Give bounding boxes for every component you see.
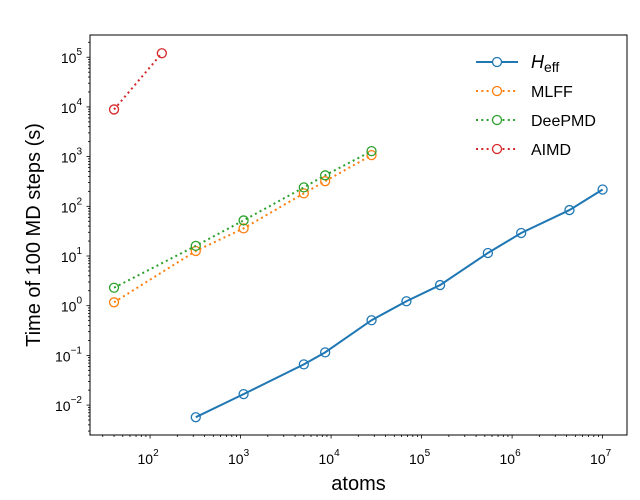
data-point: [238, 215, 249, 226]
legend-label: Heff: [531, 52, 559, 75]
data-point: [597, 184, 608, 195]
data-point: [516, 227, 527, 239]
legend-label-main: AIMD: [531, 142, 571, 159]
legend-label-sub: eff: [544, 59, 559, 75]
y-tick-label: 104: [61, 97, 83, 116]
y-tick-label: 10−2: [55, 395, 82, 414]
series-h-eff: [190, 184, 608, 423]
legend-label: DeePMD: [531, 113, 596, 130]
x-tick-exponent: 6: [515, 448, 521, 459]
data-point: [108, 297, 120, 308]
legend-label-main: MLFF: [531, 84, 573, 101]
y-tick-base: 10: [61, 150, 77, 166]
data-point: [319, 170, 331, 181]
legend-label: AIMD: [531, 142, 571, 159]
x-tick-exponent: 7: [606, 448, 612, 459]
data-point: [564, 204, 575, 216]
y-tick-base: 10: [61, 50, 77, 66]
x-tick-label: 102: [137, 448, 159, 467]
data-point: [108, 104, 120, 115]
data-point: [190, 412, 201, 423]
data-point: [366, 149, 377, 161]
data-point: [108, 282, 120, 293]
x-tick-base: 10: [319, 451, 335, 467]
x-tick-label: 107: [590, 448, 612, 467]
x-axis: 102 103 104 105 106 107: [102, 435, 612, 467]
legend-item: DeePMD: [476, 113, 596, 130]
y-tick-label: 10−1: [55, 345, 82, 364]
data-point: [366, 145, 377, 157]
series-line: [113, 150, 373, 289]
series-line: [113, 154, 373, 304]
y-tick-label: 103: [61, 147, 83, 166]
data-point: [156, 48, 168, 59]
y-tick-label: 105: [61, 47, 83, 66]
y-tick-exponent: −1: [71, 345, 83, 356]
y-tick-exponent: 5: [76, 47, 82, 58]
y-tick-base: 10: [61, 249, 77, 265]
data-point: [238, 388, 249, 400]
data-point: [298, 359, 309, 370]
x-tick-base: 10: [228, 451, 244, 467]
x-tick-exponent: 3: [244, 448, 250, 459]
legend-label: MLFF: [531, 84, 573, 101]
legend-label-main: H: [531, 52, 545, 72]
x-tick-base: 10: [409, 451, 425, 467]
y-tick-exponent: 3: [76, 147, 82, 158]
y-tick-exponent: 2: [76, 196, 82, 207]
x-tick-label: 103: [228, 448, 250, 467]
legend-item: AIMD: [476, 142, 571, 159]
y-tick-exponent: −2: [71, 395, 83, 406]
legend-marker: [491, 85, 503, 97]
series-aimd: [108, 48, 168, 115]
data-point: [434, 279, 446, 291]
y-tick-exponent: 1: [76, 246, 82, 257]
legend-label-main: DeePMD: [531, 113, 596, 130]
x-tick-base: 10: [137, 451, 153, 467]
y-tick-label: 100: [61, 296, 83, 315]
y-tick-base: 10: [61, 299, 77, 315]
data-point: [401, 296, 412, 307]
x-axis-label: atoms: [331, 473, 385, 495]
x-tick-label: 104: [319, 448, 341, 467]
y-tick-base: 10: [55, 398, 71, 414]
data-point: [319, 176, 331, 187]
data-point: [298, 188, 309, 199]
data-point: [366, 315, 377, 326]
y-tick-base: 10: [61, 199, 77, 215]
x-tick-base: 10: [500, 451, 516, 467]
series-line: [195, 188, 604, 419]
y-tick-label: 101: [61, 246, 83, 265]
x-tick-exponent: 2: [153, 448, 159, 459]
legend-item: MLFF: [476, 84, 573, 101]
x-tick-base: 10: [590, 451, 606, 467]
data-point: [238, 223, 249, 234]
y-tick-exponent: 4: [76, 97, 82, 108]
y-tick-base: 10: [55, 348, 71, 364]
data-point: [298, 182, 309, 193]
x-tick-exponent: 5: [425, 448, 431, 459]
series-line: [113, 52, 163, 111]
series-deepmd: [108, 145, 377, 293]
data-point: [190, 240, 201, 252]
legend-marker: [491, 143, 503, 155]
data-point: [319, 347, 331, 358]
plot-area: [108, 48, 608, 423]
y-tick-base: 10: [61, 100, 77, 116]
data-point: [482, 247, 494, 259]
legend-item: Heff: [476, 52, 559, 75]
x-tick-label: 105: [409, 448, 431, 467]
y-tick-exponent: 0: [76, 296, 82, 307]
legend: Heff MLFF DeePMD AIMD: [476, 52, 596, 159]
x-tick-label: 106: [500, 448, 522, 467]
legend-marker: [491, 114, 503, 126]
y-axis-label: Time of 100 MD steps (s): [23, 123, 45, 347]
legend-marker: [491, 56, 503, 68]
x-tick-exponent: 4: [334, 448, 340, 459]
y-tick-label: 102: [61, 196, 83, 215]
